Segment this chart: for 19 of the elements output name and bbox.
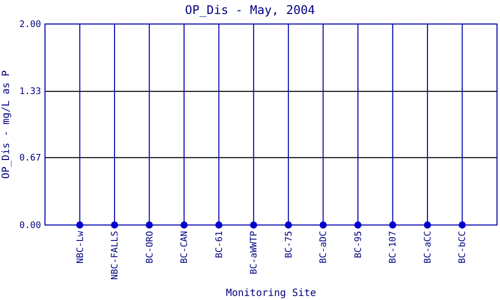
x-tick-label: NBC-Lw: [76, 230, 86, 264]
y-tick-label: 0.00: [19, 220, 41, 231]
y-axis-title: OP_Dis - mg/L as P: [1, 70, 12, 179]
x-axis-title: Monitoring Site: [226, 288, 316, 299]
x-tick-label: NBC-FALLS: [110, 231, 121, 280]
x-tick-label: BC-ORO: [145, 231, 156, 264]
x-tick-label: BC-CAN: [180, 231, 190, 264]
x-tick-label: BC-107: [388, 231, 399, 264]
x-tick-label: BC-75: [284, 231, 294, 258]
x-tick-label: BC-bCC: [458, 231, 468, 264]
x-tick-label: BC-aWWTP: [250, 230, 260, 274]
x-tick-label: BC-61: [214, 231, 225, 258]
y-tick-label: 1.33: [19, 87, 41, 98]
y-tick-label: 2.00: [19, 20, 41, 30]
x-tick-label: BC-95: [354, 231, 364, 258]
x-tick-label: BC-aDC: [319, 231, 330, 264]
x-tick-label: BC-aCC: [423, 231, 434, 264]
chart-title: OP_Dis - May, 2004: [184, 3, 316, 17]
y-tick-label: 0.67: [19, 154, 41, 164]
